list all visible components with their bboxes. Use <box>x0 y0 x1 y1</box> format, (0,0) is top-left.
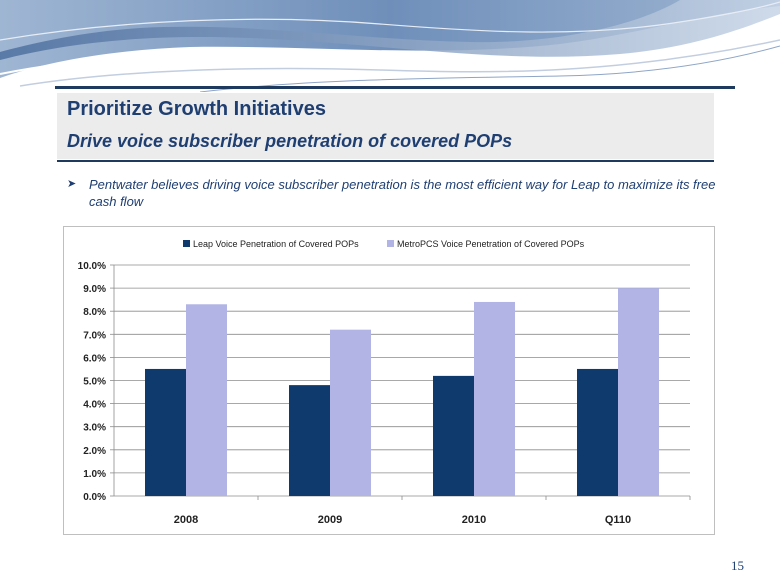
y-tick-label: 1.0% <box>83 469 106 480</box>
y-tick-label: 4.0% <box>83 400 106 411</box>
y-tick-label: 0.0% <box>83 492 106 503</box>
bar-metropcs <box>330 329 371 496</box>
legend-swatch <box>183 240 190 247</box>
title-divider <box>57 160 714 162</box>
bullet-point: ➤ Pentwater believes driving voice subsc… <box>67 176 717 210</box>
slide-subtitle: Drive voice subscriber penetration of co… <box>67 131 513 151</box>
legend-label: Leap Voice Penetration of Covered POPs <box>193 239 359 249</box>
y-tick-label: 6.0% <box>83 353 106 364</box>
bar-metropcs <box>474 301 515 496</box>
bar-metropcs <box>618 288 659 496</box>
arrow-bullet-icon: ➤ <box>67 178 77 190</box>
y-tick-label: 10.0% <box>78 261 106 272</box>
slide-title: Prioritize Growth Initiatives <box>67 98 326 120</box>
title-box <box>57 93 714 159</box>
y-tick-label: 9.0% <box>83 284 106 295</box>
y-tick-label: 8.0% <box>83 307 106 318</box>
x-tick-label: Q110 <box>605 514 631 526</box>
bar-chart: 0.0% 1.0% 2.0% 3.0% 4.0% 5.0% 6.0% 7.0% 8.0% 9.0%… <box>78 239 691 526</box>
header-rule <box>55 86 735 89</box>
bar-leap <box>289 385 330 496</box>
y-tick-label: 5.0% <box>83 377 106 388</box>
legend-swatch <box>387 240 394 247</box>
header-wave-graphic <box>0 0 780 92</box>
page-number: 15 <box>731 558 744 573</box>
bar-metropcs <box>186 304 227 496</box>
chart-area: 0.0% 1.0% 2.0% 3.0% 4.0% 5.0% 6.0% 7.0% 8.0% 9.0%… <box>63 226 715 535</box>
bullet-text: Pentwater believes driving voice subscri… <box>89 177 716 209</box>
x-tick-label: 2010 <box>462 514 486 526</box>
bar-leap <box>145 368 186 496</box>
y-tick-label: 3.0% <box>83 423 106 434</box>
x-tick-label: 2008 <box>174 514 198 526</box>
bar-leap <box>433 375 474 496</box>
legend-label: MetroPCS Voice Penetration of Covered PO… <box>397 239 585 249</box>
y-tick-label: 7.0% <box>83 330 106 341</box>
bar-leap <box>577 368 618 496</box>
y-tick-label: 2.0% <box>83 446 106 457</box>
x-tick-label: 2009 <box>318 514 342 526</box>
